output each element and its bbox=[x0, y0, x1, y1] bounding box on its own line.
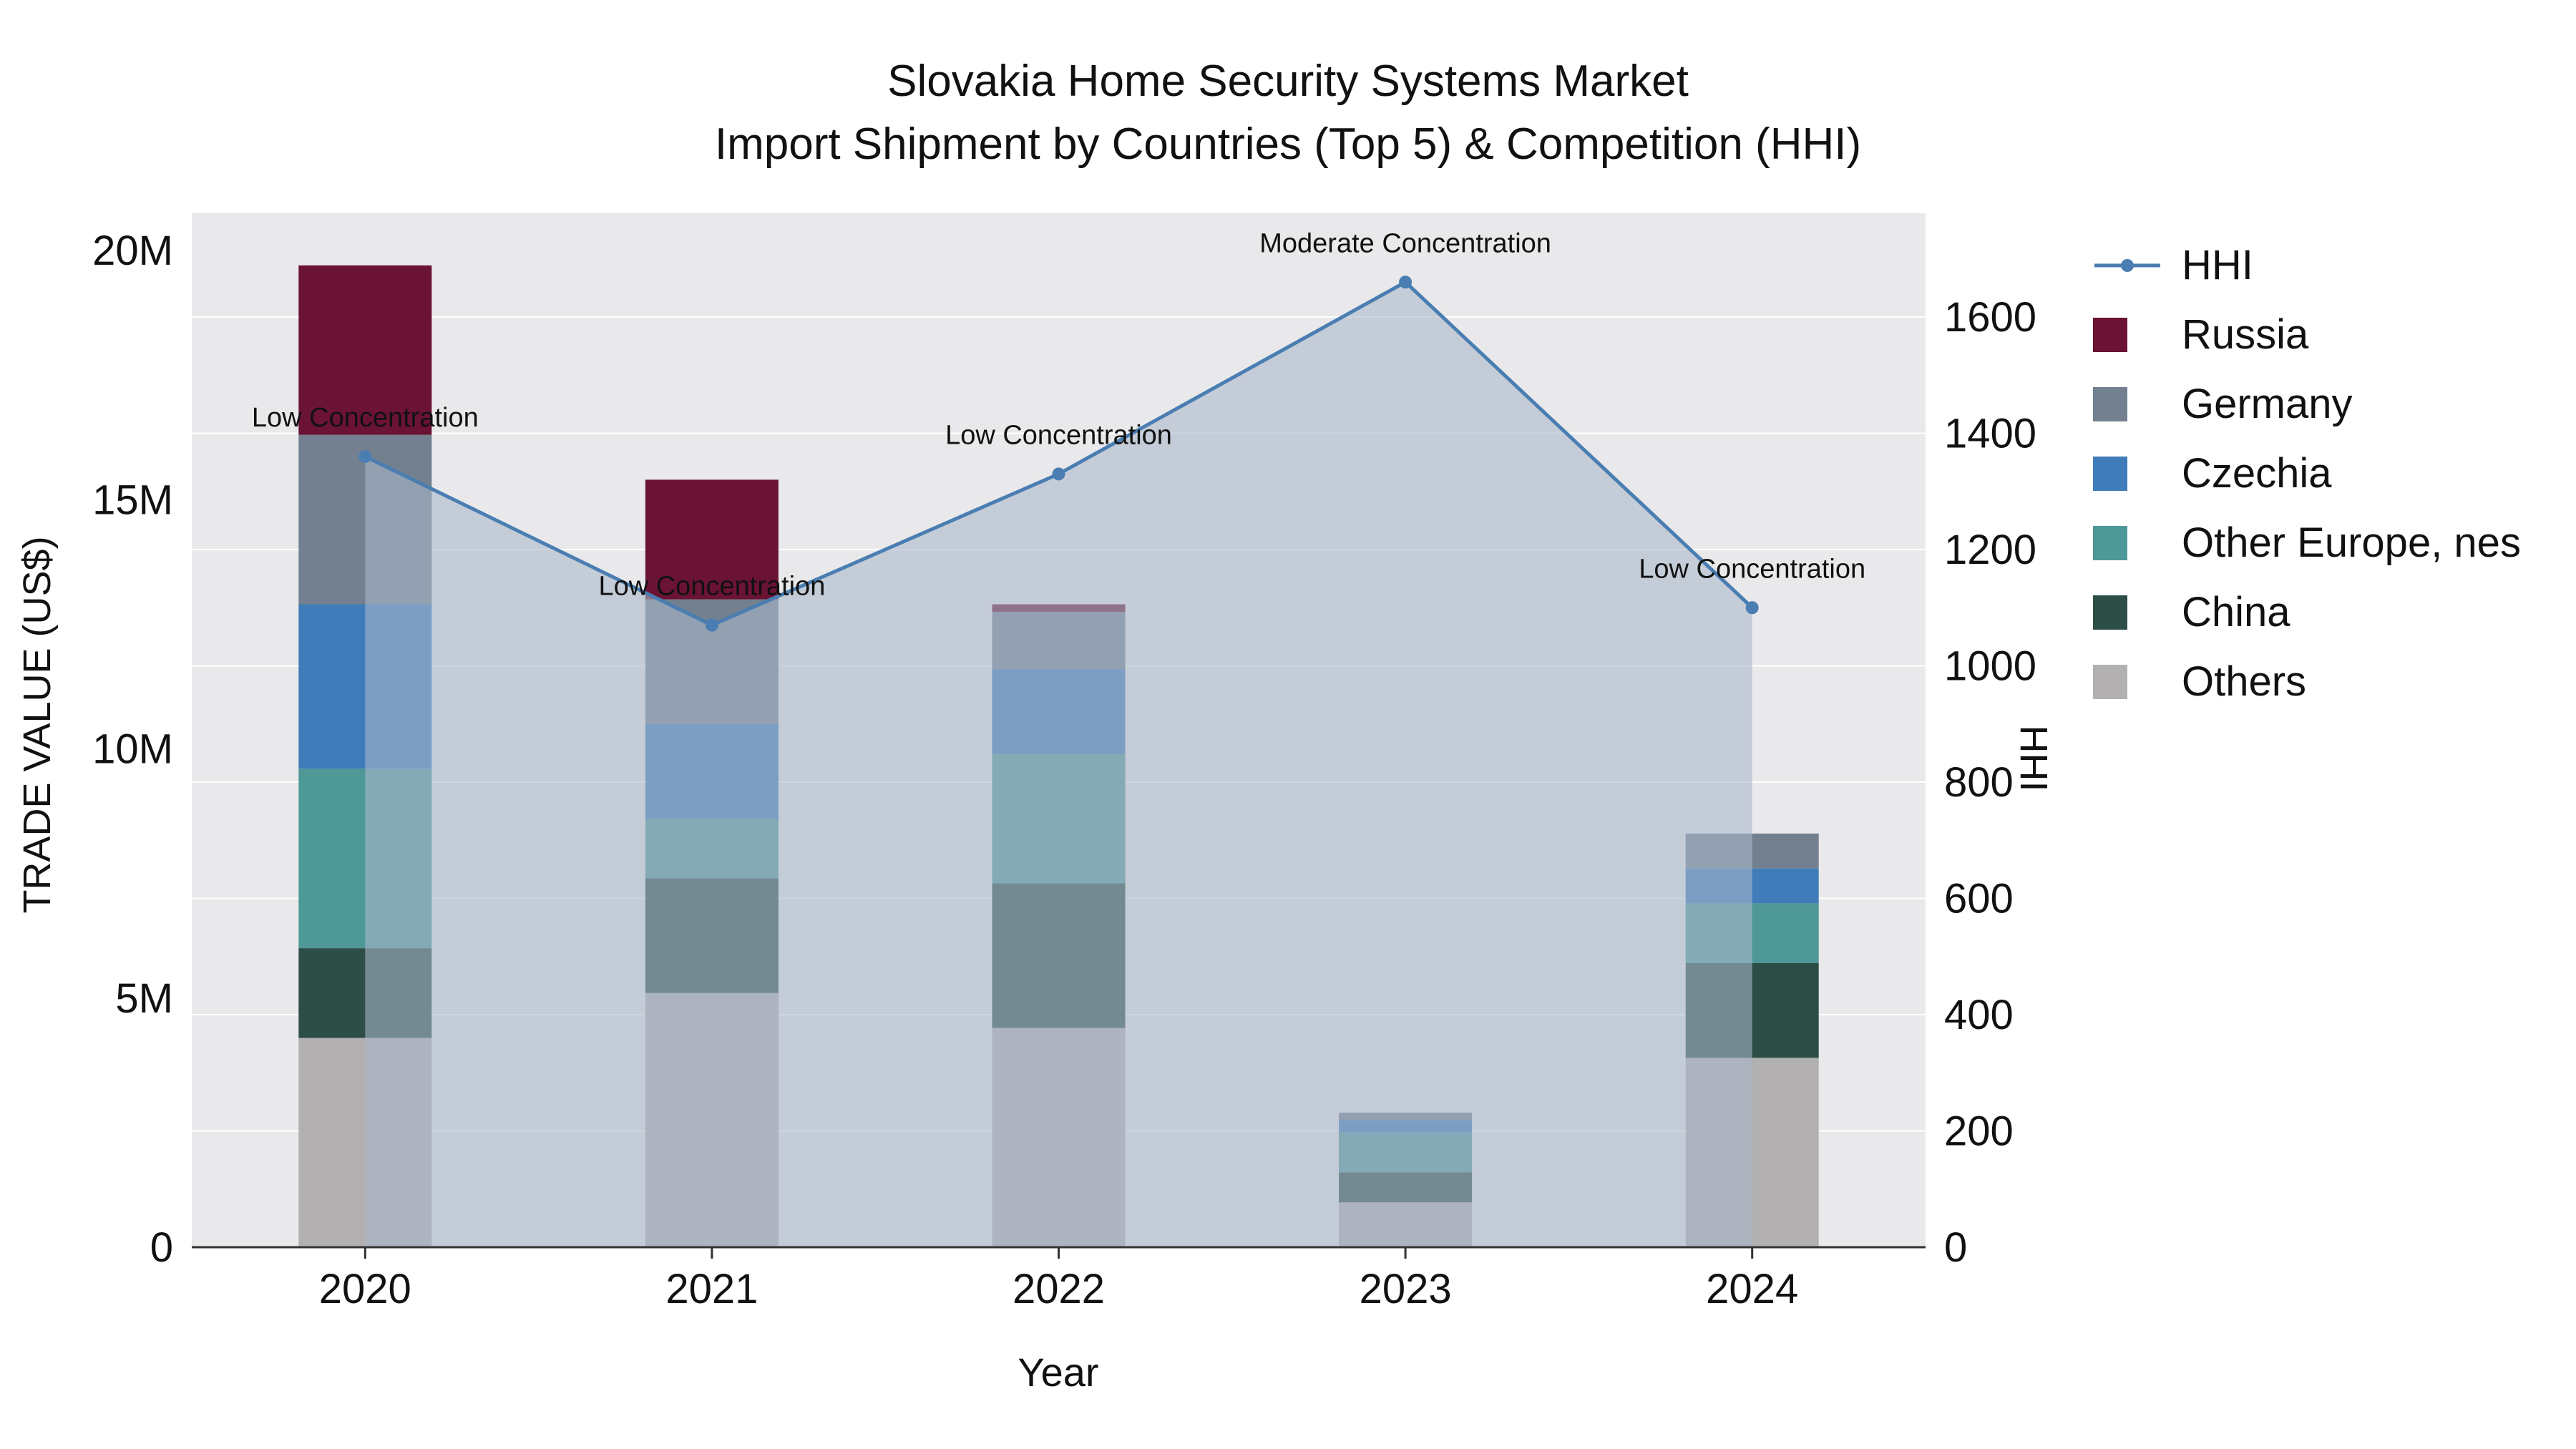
legend-item-czechia[interactable]: Czechia bbox=[2093, 439, 2521, 508]
y-right-tick-label-400: 400 bbox=[1944, 992, 2014, 1038]
swatch-china bbox=[2093, 595, 2127, 630]
hhi-marker-2020 bbox=[358, 450, 372, 463]
legend-label: Russia bbox=[2182, 311, 2309, 358]
swatch-germany bbox=[2093, 386, 2127, 421]
annotation-low-concentration-2021: Low Concentration bbox=[598, 572, 825, 602]
x-axis-title: Year bbox=[1018, 1350, 1099, 1395]
y-axis-right-title: HHI bbox=[2012, 725, 2055, 792]
swatch-czechia bbox=[2093, 456, 2127, 491]
legend-item-germany[interactable]: Germany bbox=[2093, 369, 2521, 439]
y-right-tick-label-600: 600 bbox=[1944, 876, 2014, 922]
annotation-low-concentration-2022: Low Concentration bbox=[945, 420, 1172, 450]
y-axis-left-title: TRADE VALUE (US$) bbox=[16, 536, 59, 914]
y-left-tick-label-5m: 5M bbox=[115, 975, 173, 1022]
annotation-moderate-concentration-2023: Moderate Concentration bbox=[1259, 228, 1551, 258]
y-left-tick-label-20m: 20M bbox=[92, 228, 173, 274]
legend-color-swatch bbox=[2093, 664, 2167, 699]
x-tick-label-2020: 2020 bbox=[319, 1266, 411, 1312]
legend-color-swatch bbox=[2093, 317, 2167, 352]
legend-label: Other Europe, nes bbox=[2182, 519, 2521, 566]
hhi-marker-2021 bbox=[705, 618, 718, 632]
legend-item-other-europe-nes[interactable]: Other Europe, nes bbox=[2093, 508, 2521, 577]
legend-line-marker-symbol bbox=[2093, 251, 2167, 280]
hhi-marker-2024 bbox=[1745, 601, 1759, 615]
legend-item-others[interactable]: Others bbox=[2093, 647, 2521, 716]
hhi-area-fill bbox=[365, 282, 1752, 1247]
annotation-low-concentration-2020: Low Concentration bbox=[252, 403, 479, 433]
chart-title: Slovakia Home Security Systems Market Im… bbox=[0, 50, 2576, 176]
legend-label: Czechia bbox=[2182, 450, 2332, 497]
y-right-tick-label-1600: 1600 bbox=[1944, 294, 2036, 341]
x-tick-label-2021: 2021 bbox=[665, 1266, 758, 1312]
x-tick-label-2022: 2022 bbox=[1013, 1266, 1105, 1312]
legend-label: Germany bbox=[2182, 381, 2353, 427]
y-right-tick-label-1000: 1000 bbox=[1944, 643, 2036, 690]
y-right-tick-label-1400: 1400 bbox=[1944, 411, 2036, 457]
annotation-low-concentration-2024: Low Concentration bbox=[1639, 554, 1865, 584]
swatch-other-europe-nes bbox=[2093, 525, 2127, 560]
y-left-tick-label-15m: 15M bbox=[92, 477, 173, 523]
x-tick-label-2023: 2023 bbox=[1360, 1266, 1452, 1312]
chart-title-line1: Slovakia Home Security Systems Market bbox=[887, 57, 1689, 106]
bar-russia-2020 bbox=[298, 265, 432, 435]
y-right-tick-label-200: 200 bbox=[1944, 1108, 2014, 1155]
y-right-tick-label-800: 800 bbox=[1944, 759, 2014, 806]
swatch-russia bbox=[2093, 317, 2127, 352]
legend-label: Others bbox=[2182, 658, 2307, 705]
bar-russia-2021 bbox=[645, 479, 779, 600]
swatch-others bbox=[2093, 664, 2127, 699]
legend-item-hhi[interactable]: HHI bbox=[2093, 230, 2521, 300]
hhi-marker-2023 bbox=[1399, 275, 1413, 289]
legend-color-swatch bbox=[2093, 456, 2167, 491]
legend-color-swatch bbox=[2093, 525, 2167, 560]
hhi-marker-2022 bbox=[1052, 467, 1065, 481]
legend-label: China bbox=[2182, 589, 2290, 635]
legend-item-china[interactable]: China bbox=[2093, 577, 2521, 647]
legend-color-swatch bbox=[2093, 386, 2167, 421]
legend-item-russia[interactable]: Russia bbox=[2093, 300, 2521, 369]
y-left-tick-label-10m: 10M bbox=[92, 726, 173, 773]
y-left-tick-label-0: 0 bbox=[150, 1224, 173, 1271]
legend-label: HHI bbox=[2182, 242, 2253, 288]
legend: HHI Russia Germany Czechia Other Europe, nes… bbox=[2093, 230, 2521, 716]
y-right-tick-label-1200: 1200 bbox=[1944, 527, 2036, 573]
x-tick-label-2024: 2024 bbox=[1706, 1266, 1798, 1312]
legend-color-swatch bbox=[2093, 595, 2167, 630]
chart-title-line2: Import Shipment by Countries (Top 5) & C… bbox=[714, 119, 1862, 170]
y-right-tick-label-0: 0 bbox=[1944, 1224, 1967, 1271]
